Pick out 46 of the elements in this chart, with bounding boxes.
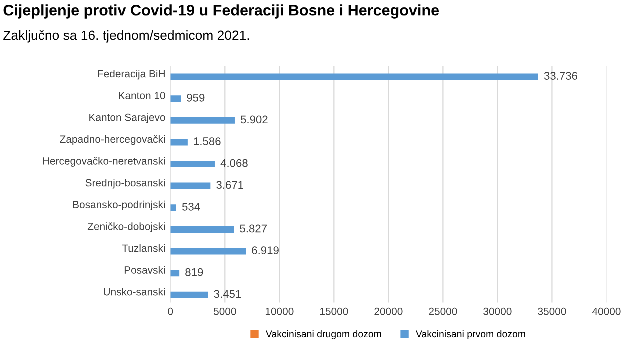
x-tick-label: 35000 [538, 308, 566, 316]
y-tick-label: Unsko-sanski [104, 288, 166, 296]
bar [170, 139, 188, 146]
chart-title: Cijepljenje protiv Covid-19 u Federaciji Bosne i Hercegovine [4, 4, 440, 19]
y-tick-label: Federacija BiH [98, 70, 165, 80]
y-tick-label: Zapadno-hercegovački [60, 135, 166, 146]
bar [170, 160, 215, 168]
y-tick-label: Kanton Sarajevo [90, 114, 166, 124]
data-label: 3.671 [216, 181, 244, 190]
x-tick-label: 10000 [266, 308, 294, 316]
y-tick-label: Tuzlanski [122, 244, 166, 252]
y-tick-label: Kanton 10 [119, 92, 166, 100]
data-label: 6.919 [252, 246, 279, 254]
data-label: 819 [186, 268, 204, 276]
bar [170, 96, 182, 102]
bar [170, 74, 538, 80]
bar [170, 248, 246, 255]
y-tick-label: Posavski [124, 266, 166, 274]
chart-subtitle: Zaključno sa 16. tjednom/sedmicom 2021. [4, 30, 250, 43]
data-label: 3.451 [214, 290, 242, 298]
data-label: 5.902 [240, 116, 268, 124]
y-tick-label: Srednjo-bosanski [86, 179, 166, 189]
bar [170, 182, 211, 190]
y-tick-label: Zeničko-dobojski [88, 222, 166, 232]
bar [170, 204, 176, 212]
data-label: 959 [187, 94, 205, 102]
x-tick-label: 15000 [320, 308, 348, 316]
x-tick-label: 20000 [374, 308, 403, 316]
bar [170, 270, 180, 277]
data-label: 33.736 [544, 72, 578, 80]
x-tick-label: 30000 [484, 308, 512, 316]
y-tick-label: Bosansko-podrinjski [73, 200, 166, 211]
legend-label: Vakcinisani prvom dozom [416, 330, 526, 340]
bar [170, 292, 208, 298]
data-label: 4.068 [220, 159, 248, 168]
data-label: 5.827 [240, 224, 267, 233]
bar [170, 117, 235, 124]
bar [170, 226, 234, 233]
y-tick-label: Hercegovačko-neretvanski [43, 157, 166, 167]
x-tick-label: 25000 [429, 308, 458, 316]
x-tick-label: 5000 [214, 308, 236, 316]
legend-label: Vakcinisani drugom dozom [266, 330, 382, 340]
x-tick-label: 0 [168, 308, 174, 316]
x-tick-label: 40000 [592, 308, 621, 316]
data-label: 534 [182, 203, 200, 211]
data-label: 1.586 [194, 138, 221, 146]
